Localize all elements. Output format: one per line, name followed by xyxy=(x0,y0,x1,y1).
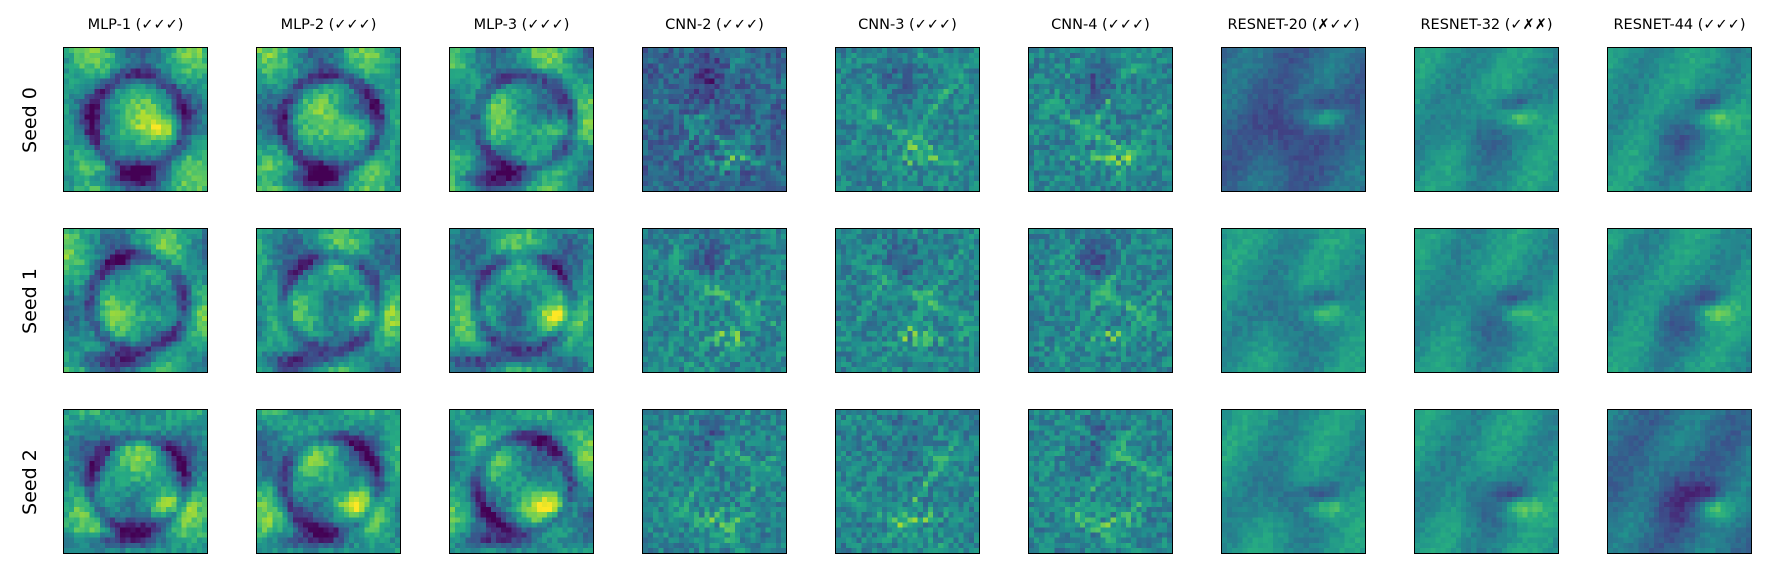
heatmap-panel xyxy=(642,228,787,373)
column-title: RESNET-20 (✗✓✓) xyxy=(1227,17,1360,33)
heatmap-image xyxy=(257,48,400,191)
column-title: CNN-2 (✓✓✓) xyxy=(665,17,764,33)
heatmap-image xyxy=(1415,229,1558,372)
heatmap-panel xyxy=(449,47,594,192)
heatmap-panel xyxy=(1028,228,1173,373)
heatmap-image xyxy=(1222,48,1365,191)
column-title: RESNET-44 (✓✓✓) xyxy=(1613,17,1746,33)
column-title: MLP-3 (✓✓✓) xyxy=(473,17,570,33)
column-title: RESNET-32 (✓✗✗) xyxy=(1420,17,1553,33)
heatmap-image xyxy=(257,410,400,553)
heatmap-image xyxy=(1415,410,1558,553)
heatmap-panel xyxy=(1414,228,1559,373)
heatmap-image xyxy=(1608,410,1751,553)
heatmap-panel xyxy=(1607,228,1752,373)
heatmap-panel xyxy=(642,47,787,192)
heatmap-panel xyxy=(256,228,401,373)
heatmap-panel xyxy=(835,228,980,373)
heatmap-image xyxy=(450,48,593,191)
heatmap-image xyxy=(1029,48,1172,191)
heatmap-image xyxy=(64,410,207,553)
heatmap-image xyxy=(836,410,979,553)
heatmap-image xyxy=(257,229,400,372)
column-title: CNN-4 (✓✓✓) xyxy=(1051,17,1150,33)
heatmap-image xyxy=(450,229,593,372)
heatmap-panel xyxy=(1414,47,1559,192)
heatmap-panel xyxy=(1221,409,1366,554)
row-label: Seed 0 xyxy=(19,86,41,153)
heatmap-image xyxy=(64,229,207,372)
heatmap-image xyxy=(1029,229,1172,372)
column-title: MLP-1 (✓✓✓) xyxy=(87,17,184,33)
heatmap-image xyxy=(1608,229,1751,372)
heatmap-image xyxy=(1415,48,1558,191)
heatmap-image xyxy=(643,229,786,372)
heatmap-panel xyxy=(1607,47,1752,192)
heatmap-panel xyxy=(835,47,980,192)
heatmap-image xyxy=(1029,410,1172,553)
column-title: CNN-3 (✓✓✓) xyxy=(858,17,957,33)
heatmap-panel xyxy=(449,228,594,373)
heatmap-panel xyxy=(642,409,787,554)
row-label: Seed 2 xyxy=(19,448,41,515)
heatmap-image xyxy=(1222,410,1365,553)
heatmap-image xyxy=(836,229,979,372)
heatmap-panel xyxy=(256,47,401,192)
column-title: MLP-2 (✓✓✓) xyxy=(280,17,377,33)
heatmap-panel xyxy=(835,409,980,554)
heatmap-panel xyxy=(1221,228,1366,373)
heatmap-image xyxy=(64,48,207,191)
heatmap-image xyxy=(1608,48,1751,191)
heatmap-panel xyxy=(63,409,208,554)
row-label: Seed 1 xyxy=(19,267,41,334)
heatmap-panel xyxy=(1221,47,1366,192)
heatmap-panel xyxy=(449,409,594,554)
heatmap-panel xyxy=(1028,47,1173,192)
heatmap-panel xyxy=(63,228,208,373)
heatmap-panel xyxy=(256,409,401,554)
heatmap-image xyxy=(836,48,979,191)
heatmap-panel xyxy=(1414,409,1559,554)
heatmap-image xyxy=(1222,229,1365,372)
heatmap-image xyxy=(450,410,593,553)
heatmap-panel xyxy=(1607,409,1752,554)
heatmap-panel xyxy=(1028,409,1173,554)
heatmap-panel xyxy=(63,47,208,192)
heatmap-image xyxy=(643,410,786,553)
heatmap-image xyxy=(643,48,786,191)
